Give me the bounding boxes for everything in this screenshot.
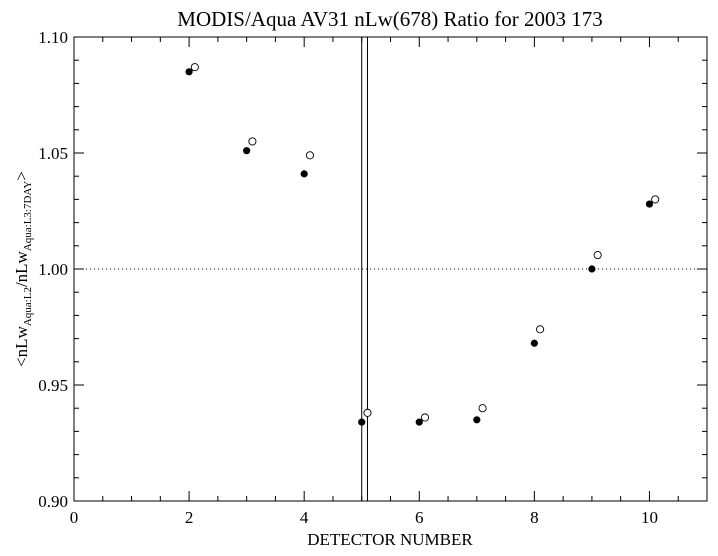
chart-title: MODIS/Aqua AV31 nLw(678) Ratio for 2003 … bbox=[177, 7, 602, 31]
data-point-open bbox=[536, 325, 545, 334]
axis-tick-labels: 0 2 4 6 8 10 0.90 0.95 1.00 1.05 1.10 bbox=[38, 28, 658, 527]
x-tick-label: 2 bbox=[185, 508, 194, 527]
data-point-filled bbox=[588, 265, 596, 273]
x-axis-label: DETECTOR NUMBER bbox=[307, 530, 473, 549]
data-points bbox=[185, 63, 660, 426]
x-tick-label: 4 bbox=[300, 508, 309, 527]
data-point-open bbox=[305, 151, 314, 160]
data-point-filled bbox=[243, 147, 251, 155]
y-label-open: <nLw bbox=[12, 325, 31, 366]
data-point-filled bbox=[645, 200, 654, 208]
data-point-open bbox=[420, 413, 430, 422]
data-point-open bbox=[478, 404, 487, 413]
y-tick-label: 0.90 bbox=[38, 492, 68, 511]
x-tick-label: 0 bbox=[70, 508, 79, 527]
axis-ticks bbox=[73, 36, 708, 502]
x-tick-label: 6 bbox=[415, 508, 424, 527]
reference-lines bbox=[74, 37, 707, 501]
data-point-filled bbox=[473, 416, 481, 424]
data-point-filled bbox=[300, 170, 308, 178]
y-tick-label: 1.00 bbox=[38, 260, 68, 279]
data-point-filled bbox=[185, 68, 193, 76]
data-point-open bbox=[248, 137, 257, 146]
data-point-filled bbox=[415, 418, 423, 426]
y-tick-label: 1.05 bbox=[38, 144, 68, 163]
data-point-open bbox=[190, 63, 199, 72]
y-label-sub1: Aqua:L2 bbox=[22, 287, 34, 326]
x-tick-label: 8 bbox=[530, 508, 539, 527]
x-tick-label: 10 bbox=[641, 508, 658, 527]
data-point-filled bbox=[358, 418, 366, 426]
y-label-close: > bbox=[12, 171, 31, 181]
y-label-sub2: Aqua:L3:7DAY bbox=[22, 181, 34, 252]
data-point-open bbox=[363, 408, 372, 417]
y-label-mid: /nLw bbox=[12, 250, 31, 287]
data-point-open bbox=[593, 251, 602, 260]
y-axis-label: <nLwAqua:L2/nLwAqua:L3:7DAY> bbox=[12, 171, 34, 367]
data-point-filled bbox=[530, 339, 538, 347]
data-point-open bbox=[651, 195, 660, 204]
y-tick-label: 0.95 bbox=[38, 376, 68, 395]
y-tick-label: 1.10 bbox=[38, 28, 68, 47]
